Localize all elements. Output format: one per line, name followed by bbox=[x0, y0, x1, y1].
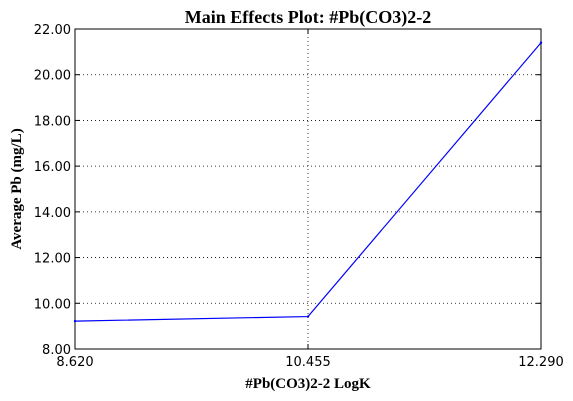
x-tick-label: 12.290 bbox=[518, 355, 564, 370]
x-tick-label: 10.455 bbox=[285, 355, 331, 370]
y-axis-label: Average Pb (mg/L) bbox=[9, 128, 25, 249]
y-tick-label: 16.00 bbox=[34, 160, 71, 175]
y-tick-labels: 8.00 10.00 12.00 14.00 16.00 18.00 20.00 22.00 bbox=[34, 23, 71, 358]
chart-title: Main Effects Plot: #Pb(CO3)2-2 bbox=[185, 7, 431, 28]
data-point bbox=[539, 41, 543, 44]
y-tick-label: 18.00 bbox=[34, 114, 71, 129]
y-tick-label: 22.00 bbox=[34, 23, 71, 38]
y-tick-label: 20.00 bbox=[34, 69, 71, 84]
x-tick-labels: 8.620 10.455 12.290 bbox=[56, 355, 563, 370]
y-tick-label: 8.00 bbox=[42, 343, 71, 358]
axis-ticks bbox=[74, 28, 542, 350]
grid bbox=[75, 29, 541, 349]
y-tick-label: 12.00 bbox=[34, 252, 71, 267]
series-lines bbox=[73, 41, 543, 323]
x-tick-label: 8.620 bbox=[56, 355, 93, 370]
y-tick-label: 14.00 bbox=[34, 206, 71, 221]
x-axis-label: #Pb(CO3)2-2 LogK bbox=[245, 376, 371, 392]
y-tick-label: 10.00 bbox=[34, 297, 71, 312]
data-point bbox=[73, 319, 77, 323]
data-point bbox=[306, 315, 310, 318]
